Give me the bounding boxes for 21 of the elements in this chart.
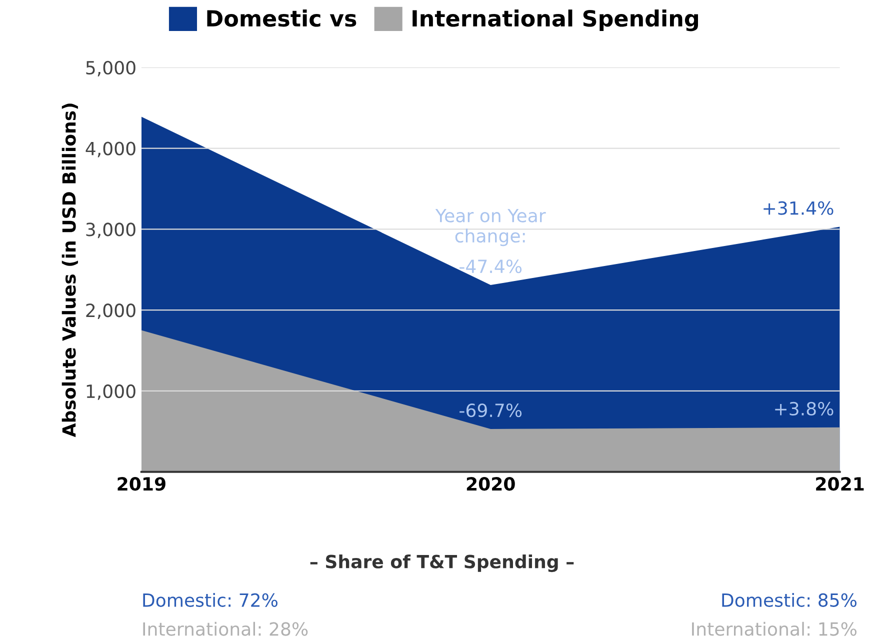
text: – Share of T&T Spending – — [310, 554, 574, 572]
y-tick-label: 2,000 — [86, 304, 136, 320]
text: International: 28% — [143, 622, 308, 636]
y-tick-label: 5,000 — [86, 60, 136, 76]
y-tick-label: 4,000 — [86, 142, 136, 158]
text: Domestic: 85% — [722, 592, 856, 607]
legend-label: International Spending — [412, 10, 698, 32]
annotation: +31.4% — [764, 201, 834, 215]
y-tick-label: 3,000 — [86, 222, 136, 238]
y-axis-title: Absolute Values (in USD Billions) — [62, 104, 78, 438]
x-tick-label: 2020 — [466, 477, 515, 491]
annotation: Year on Year change: — [435, 208, 546, 246]
x-tick-label: 2021 — [816, 477, 864, 491]
x-tick-label: 2019 — [118, 477, 166, 491]
text: Domestic: 72% — [143, 592, 278, 607]
annotation: -69.7% — [460, 404, 522, 418]
y-tick-label: 1,000 — [86, 384, 136, 400]
annotation: -47.4% — [460, 260, 522, 274]
annotation: +3.8% — [775, 402, 834, 416]
legend-label: Domestic vs — [207, 10, 356, 27]
text: International: 15% — [692, 622, 856, 636]
